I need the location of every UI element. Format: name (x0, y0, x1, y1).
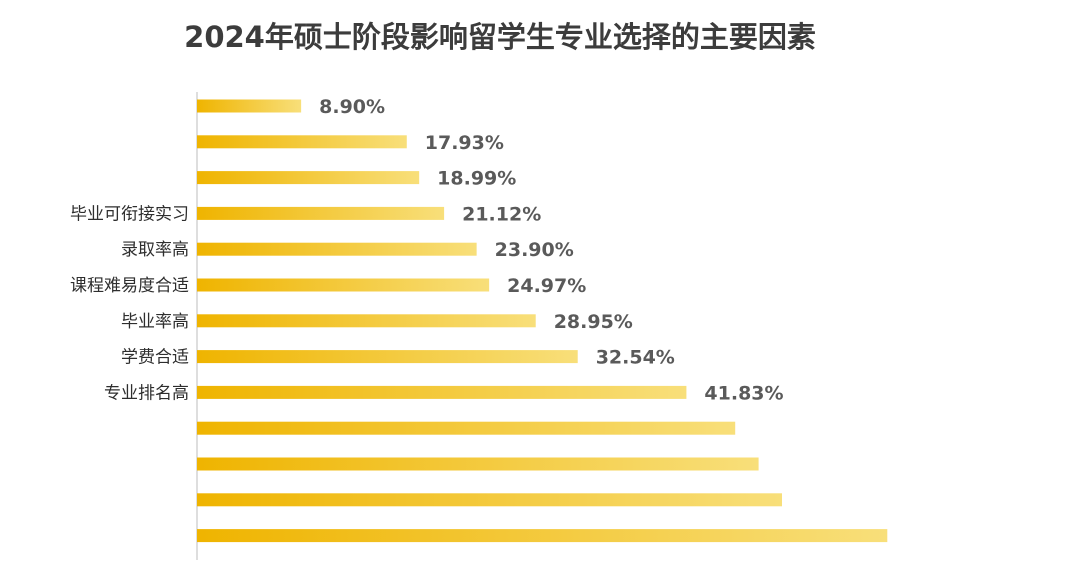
bar-6 (197, 314, 536, 328)
bar-8 (197, 385, 687, 399)
bar-9 (197, 421, 736, 435)
category-label-3: 毕业可衔接实习 (70, 204, 189, 224)
category-label-8: 专业排名高 (104, 383, 189, 403)
bar-12 (197, 529, 888, 543)
bar-11 (197, 493, 782, 507)
bar-10 (197, 457, 759, 471)
bar-4 (197, 242, 477, 256)
category-label-5: 课程难易度合适 (70, 276, 189, 296)
bar-7 (197, 350, 578, 364)
value-label-7: 32.54% (596, 347, 675, 369)
chart-title: 2024年硕士阶段影响留学生专业选择的主要因素 (184, 20, 816, 54)
value-label-8: 41.83% (704, 382, 783, 404)
bar-2 (197, 171, 420, 185)
value-label-2: 18.99% (437, 168, 516, 190)
bar-0 (197, 99, 302, 113)
value-label-0: 8.90% (319, 96, 385, 118)
value-label-6: 28.95% (554, 311, 633, 333)
value-label-4: 23.90% (495, 239, 574, 261)
value-label-5: 24.97% (507, 275, 586, 297)
value-label-1: 17.93% (425, 132, 504, 154)
category-label-4: 录取率高 (121, 240, 189, 260)
category-label-6: 毕业率高 (121, 312, 189, 332)
bar-5 (197, 278, 490, 292)
bar-3 (197, 206, 445, 220)
category-label-7: 学费合适 (121, 348, 189, 368)
bar-1 (197, 135, 407, 149)
value-label-3: 21.12% (462, 203, 541, 225)
